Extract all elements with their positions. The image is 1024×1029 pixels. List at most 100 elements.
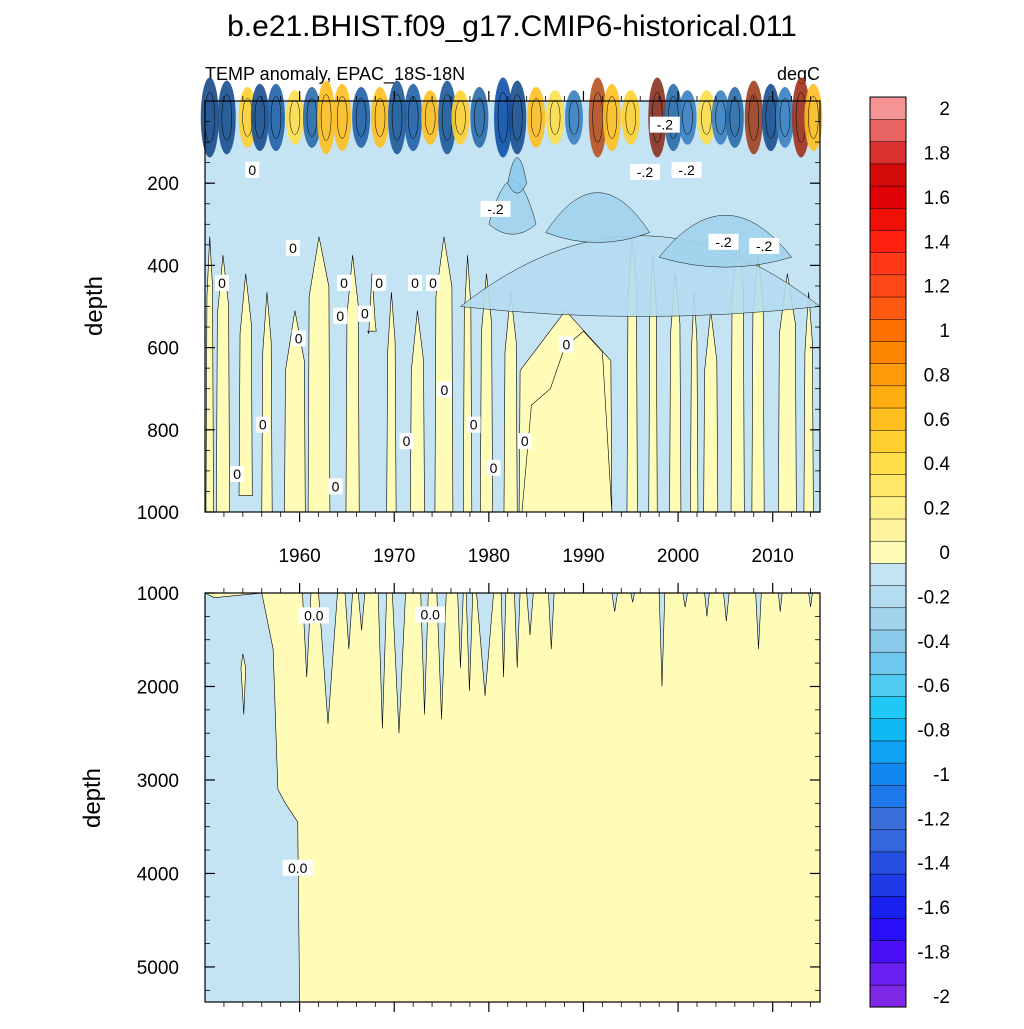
colorbar-swatch (869, 540, 907, 564)
negative-anomaly-region (344, 592, 353, 650)
surface-anomaly-contour (808, 96, 819, 139)
surface-anomaly-core (451, 90, 470, 145)
y-tick-label: 5000 (137, 958, 179, 979)
colorbar-swatch (869, 118, 907, 142)
colorbar-swatch (869, 296, 907, 320)
colorbar-swatch (869, 207, 907, 231)
surface-anomaly-contour (306, 98, 318, 137)
negative-anomaly-region (500, 592, 507, 678)
colorbar-label: 1.6 (924, 188, 950, 209)
contour-label: -.2 (678, 162, 695, 178)
negative-anomaly-region (526, 592, 534, 636)
contour-label: 0 (218, 275, 226, 291)
colorbar-swatch (869, 185, 907, 209)
x-tick-label: 1990 (562, 546, 604, 567)
contour-label-background (408, 274, 423, 291)
surface-anomaly-core (302, 87, 321, 148)
surface-anomaly-core (371, 87, 390, 148)
surface-anomaly-core (775, 87, 794, 148)
surface-anomaly-contour (497, 92, 509, 143)
surface-anomaly-contour (320, 94, 332, 141)
colorbar-label: 0.8 (924, 365, 950, 386)
upper-y-axis-label: depth (81, 276, 108, 336)
x-tick-label: 1960 (278, 546, 320, 567)
upper-depth-panel: 000 0 0 0 00 00 000 00 00 00-.2-.2 -.2-.2-.2 -.2 20… (81, 77, 823, 567)
surface-anomaly-contour (254, 96, 266, 139)
colorbar-frame (869, 96, 907, 1008)
contour-label: -.2 (637, 164, 654, 180)
contour-label: 0 (259, 417, 267, 433)
contour-label: 0 (361, 306, 369, 322)
y-tick-label: 2000 (137, 677, 179, 698)
colorbar-swatch (869, 141, 907, 165)
surface-anomaly-contour (748, 94, 760, 141)
colorbar-label: -1.8 (917, 943, 950, 964)
colorbar-label: -2 (933, 987, 950, 1008)
positive-anomaly-region (238, 273, 253, 496)
colorbar-swatch (869, 673, 907, 697)
surface-anomaly-core (470, 87, 489, 148)
negative-anomaly-region (507, 157, 527, 194)
surface-anomaly-contour (606, 96, 618, 139)
negative-anomaly-region (682, 592, 688, 608)
contour-label: 0 (375, 275, 383, 291)
contour-label: 0.0 (304, 607, 324, 623)
contour-label-background (399, 433, 414, 450)
contour-label: 0 (490, 460, 498, 476)
contour-label-background (372, 274, 387, 291)
surface-anomaly-contour (530, 98, 542, 137)
surface-anomaly-core (678, 90, 697, 145)
contour-label: 0 (340, 275, 348, 291)
negative-anomaly-region (488, 180, 537, 235)
contour-label-background (749, 237, 780, 254)
colorbar-label: 1.8 (924, 143, 950, 164)
colorbar-label: -1.6 (917, 898, 950, 919)
colorbar-swatch (869, 451, 907, 475)
surface-anomaly-core (388, 80, 407, 155)
contour-label-background (671, 161, 702, 178)
negative-anomaly-region (318, 592, 338, 724)
chart-subtitle-right: degC (777, 64, 820, 84)
contour-label: 0 (470, 417, 478, 433)
colorbar-label: -1.4 (917, 854, 950, 875)
contour-label: 0 (248, 162, 256, 178)
colorbar-swatch (869, 585, 907, 609)
surface-anomaly-core (602, 83, 621, 152)
colorbar-swatch (869, 252, 907, 276)
negative-anomaly-region (723, 592, 730, 622)
colorbar-label: 0 (939, 543, 950, 564)
contour-label-background (466, 416, 481, 433)
negative-anomaly-region (658, 592, 666, 687)
contour-label: 0 (233, 466, 241, 482)
upper-panel-surface-anomalies (200, 77, 823, 158)
lower-y-axis-label: depth (79, 768, 106, 828)
contour-label-background (282, 859, 313, 876)
lower-panel-frame (204, 592, 821, 1003)
surface-anomaly-contour (765, 96, 777, 139)
contour-label-background (333, 307, 348, 324)
contour-label-background (426, 274, 441, 291)
colorbar-label: 1.2 (924, 277, 950, 298)
lower-panel-ticks: 1000 2000 3000 4000 5000 (137, 583, 820, 1012)
y-tick-label: 3000 (137, 771, 179, 792)
colorbar-swatch (869, 429, 907, 453)
colorbar-swatch (869, 829, 907, 853)
surface-anomaly-contour (374, 98, 386, 137)
surface-anomaly-core (744, 80, 763, 155)
colorbar-swatch (869, 873, 907, 897)
negative-anomaly-region (392, 592, 406, 734)
colorbar-swatch (869, 496, 907, 520)
x-tick-label: 1970 (373, 546, 415, 567)
surface-anomaly-core (438, 80, 457, 155)
contour-label-background (629, 163, 660, 180)
contour-label-background (230, 466, 245, 483)
negative-anomaly-region (755, 592, 762, 650)
surface-anomaly-contour (270, 96, 282, 139)
negative-anomaly-region (457, 592, 464, 668)
contour-label-background (285, 239, 300, 256)
colorbar-label: 0.6 (924, 410, 950, 431)
negative-anomaly-region (465, 592, 474, 692)
positive-anomaly-region (240, 653, 246, 715)
upper-panel-contour-fill (205, 157, 821, 513)
colorbar-swatch (869, 851, 907, 875)
